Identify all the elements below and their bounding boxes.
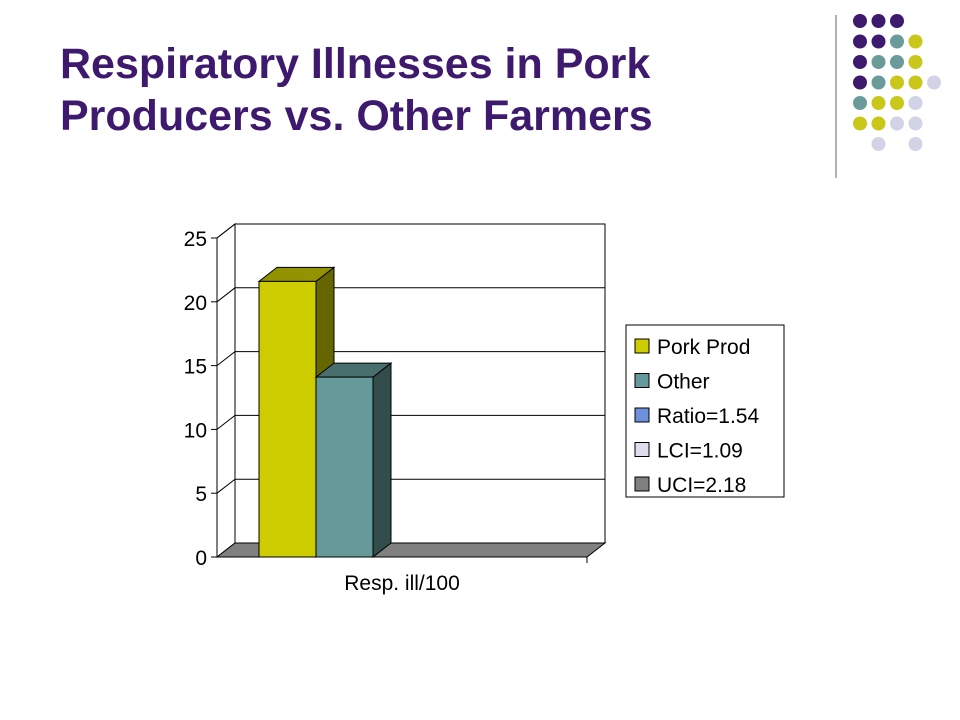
bar-side (372, 362, 392, 559)
dot (871, 96, 886, 110)
legend-label: UCI=2.18 (657, 474, 746, 497)
dot (890, 96, 904, 110)
decorative-dot-grid (835, 14, 941, 178)
y-tick-label: 25 (184, 228, 207, 251)
dot (853, 55, 867, 69)
y-tick-label: 5 (195, 483, 207, 506)
plot-area: 0 5 10 15 20 25 Resp. ill/100 (184, 222, 607, 595)
dot (871, 116, 886, 131)
dot (871, 55, 886, 69)
legend-swatch (634, 373, 650, 388)
gridline (216, 414, 605, 430)
dot (908, 116, 923, 131)
dot (890, 34, 904, 49)
legend-swatch (634, 407, 650, 423)
legend-label: Ratio=1.54 (657, 405, 759, 428)
dot (908, 55, 923, 69)
dot (853, 75, 867, 90)
y-tick-label: 0 (195, 547, 207, 570)
y-tick-label: 20 (184, 292, 207, 315)
dot (871, 137, 886, 151)
dot (853, 96, 867, 110)
legend-swatch (634, 476, 650, 492)
dot (853, 34, 867, 49)
dot (890, 116, 904, 131)
legend-label: Pork Prod (657, 336, 750, 359)
legend-swatch (634, 338, 650, 354)
legend-swatch (634, 442, 650, 457)
dot (908, 34, 923, 49)
legend-box (625, 324, 785, 498)
dot (871, 75, 886, 90)
y-tick-label: 15 (184, 356, 207, 379)
dot (908, 137, 923, 151)
dot (890, 14, 904, 28)
dot (908, 96, 923, 110)
bar-front (315, 376, 374, 558)
slide-title: Respiratory Illnesses in Pork Producers … (60, 38, 780, 142)
dot (890, 55, 904, 69)
bar-front (258, 280, 317, 558)
y-tick-label: 10 (184, 419, 207, 442)
dot (853, 14, 867, 28)
dot (908, 75, 923, 90)
dot (890, 75, 904, 90)
dot (871, 34, 886, 49)
gridline (216, 478, 605, 494)
dot (871, 14, 886, 28)
chart-side-wall (216, 222, 236, 559)
legend: Pork Prod Other Ratio=1.54 LCI=1.09 UCI=2.18 (625, 324, 785, 498)
slide-title-line-2: Producers vs. Other Farmers (60, 92, 653, 140)
slide-title-line-1: Respiratory Illnesses in Pork (60, 40, 651, 88)
gridline (216, 223, 605, 239)
dot (853, 116, 867, 131)
dot (927, 75, 941, 90)
legend-label: Other (657, 371, 710, 394)
legend-label: LCI=1.09 (657, 440, 743, 463)
x-axis-category-label: Resp. ill/100 (344, 572, 460, 595)
bar-other (314, 362, 393, 559)
gridline (216, 287, 605, 303)
gridline (216, 351, 605, 366)
